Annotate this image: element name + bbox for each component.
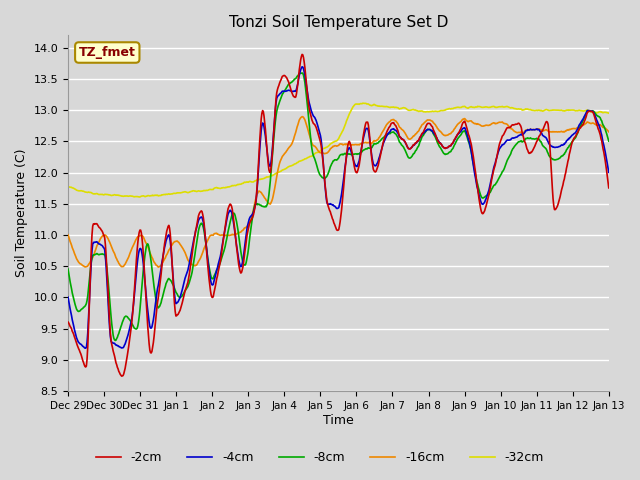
Y-axis label: Soil Temperature (C): Soil Temperature (C) [15,149,28,277]
X-axis label: Time: Time [323,414,354,427]
Legend: -2cm, -4cm, -8cm, -16cm, -32cm: -2cm, -4cm, -8cm, -16cm, -32cm [91,446,549,469]
Title: Tonzi Soil Temperature Set D: Tonzi Soil Temperature Set D [228,15,448,30]
Text: TZ_fmet: TZ_fmet [79,46,136,59]
